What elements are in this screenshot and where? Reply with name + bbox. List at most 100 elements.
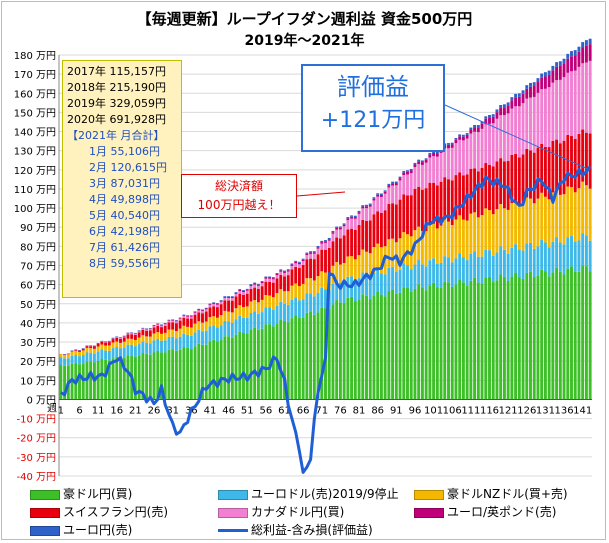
bar-segment	[156, 323, 160, 324]
bar-segment	[137, 355, 141, 400]
bar-segment	[540, 73, 544, 78]
bar-segment	[85, 352, 89, 362]
bar-segment	[96, 360, 100, 400]
bar-segment	[182, 315, 186, 318]
x-tick-label: 16	[110, 405, 123, 416]
bar-segment	[450, 225, 454, 263]
bar-segment	[271, 278, 275, 280]
bar-segment	[227, 311, 231, 322]
bar-segment	[100, 349, 104, 359]
bar-segment	[171, 319, 175, 321]
bar-segment	[219, 340, 223, 400]
bar-segment	[119, 358, 122, 400]
x-axis-tick-labels: 1 6 11 16 21 26 31 36 41 46 51 56 61 66 71 76 81 86 91 96 10…	[47, 402, 592, 416]
bar-segment	[249, 286, 253, 289]
bar-segment	[186, 326, 190, 335]
y-tick-label: 70 万円	[20, 262, 56, 273]
bar-segment	[104, 342, 108, 346]
bar-segment	[372, 200, 376, 215]
bar-segment	[309, 311, 313, 400]
bar-segment	[473, 251, 477, 278]
bar-segment	[223, 336, 227, 400]
bar-segment	[469, 129, 473, 134]
bar-segment	[219, 325, 223, 341]
bar-segment	[316, 248, 320, 255]
bar-segment	[81, 348, 85, 351]
bar-segment	[275, 278, 279, 293]
bar-segment	[163, 340, 167, 353]
bar-segment	[350, 256, 354, 277]
bar-segment	[566, 53, 570, 59]
bar-segment	[379, 194, 383, 197]
bar-segment	[174, 350, 178, 400]
bar-segment	[212, 316, 216, 326]
bar-segment	[219, 301, 223, 305]
bar-segment	[413, 288, 417, 400]
bar-segment	[424, 162, 428, 189]
bar-segment	[417, 260, 421, 285]
bar-segment	[491, 282, 495, 400]
bar-segment	[353, 217, 357, 219]
bar-segment	[506, 113, 510, 161]
bar-segment	[465, 285, 469, 400]
bar-segment	[540, 77, 544, 90]
bar-segment	[368, 253, 372, 278]
bar-segment	[551, 82, 555, 141]
bar-segment	[294, 283, 298, 298]
bar-segment	[402, 194, 406, 233]
bar-segment	[394, 204, 398, 243]
bar-segment	[249, 329, 253, 400]
bar-segment	[406, 174, 409, 196]
bar-segment	[551, 272, 555, 400]
bar-segment	[290, 269, 294, 286]
bar-segment	[338, 227, 342, 230]
bar-segment	[208, 341, 212, 400]
bar-segment	[346, 217, 350, 219]
bar-segment	[111, 337, 115, 339]
bar-segment	[458, 134, 462, 137]
bar-segment	[208, 326, 212, 342]
bar-segment	[122, 341, 126, 348]
y-tick-label: 50 万円	[20, 300, 56, 311]
bar-segment	[379, 247, 383, 274]
bar-segment	[182, 314, 186, 316]
bar-segment	[372, 197, 376, 199]
bar-segment	[413, 188, 417, 231]
bar-segment	[234, 293, 238, 297]
bar-segment	[417, 186, 421, 227]
bar-segment	[543, 242, 547, 272]
bar-segment	[160, 340, 163, 353]
bar-segment	[78, 350, 81, 351]
bar-segment	[152, 333, 156, 341]
bar-segment	[387, 185, 391, 188]
bar-segment	[350, 215, 354, 217]
bar-segment	[577, 133, 581, 189]
bar-segment	[208, 304, 212, 306]
bar-segment	[119, 337, 122, 339]
bar-segment	[145, 336, 149, 343]
bar-segment	[361, 294, 365, 400]
bar-segment	[160, 324, 163, 325]
bar-segment	[584, 185, 588, 236]
bar-segment	[383, 296, 387, 400]
bar-segment	[163, 352, 167, 400]
y-tick-label: 150 万円	[14, 108, 56, 119]
bar-segment	[249, 288, 253, 302]
bar-segment	[379, 193, 383, 195]
bar-segment	[115, 341, 119, 347]
bar-segment	[130, 332, 134, 333]
bar-segment	[450, 262, 454, 287]
bar-segment	[488, 123, 491, 165]
bar-segment	[219, 314, 223, 326]
bar-segment	[525, 243, 529, 273]
bar-segment	[432, 282, 436, 400]
bar-segment	[406, 234, 409, 266]
bar-segment	[495, 280, 499, 400]
settlement-annotation-line2: 100万円越え！	[197, 198, 281, 212]
bar-segment	[469, 280, 473, 400]
bar-segment	[551, 140, 555, 193]
bar-segment	[320, 243, 324, 250]
bar-segment	[536, 275, 540, 400]
bar-segment	[365, 204, 368, 207]
bar-segment	[573, 50, 577, 56]
